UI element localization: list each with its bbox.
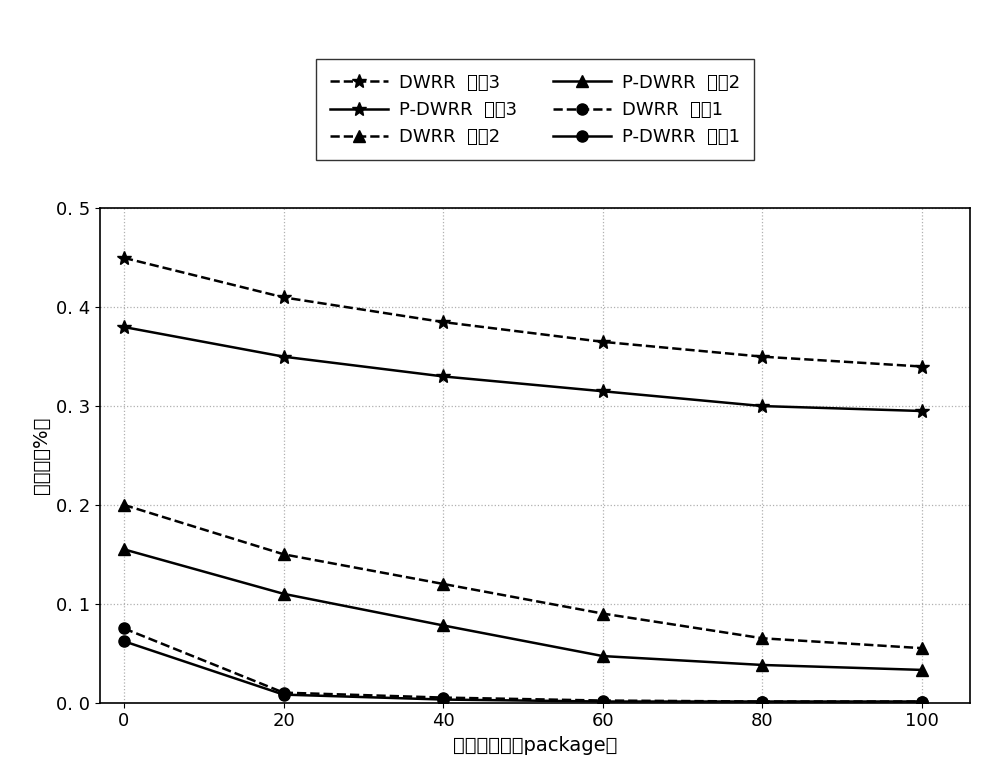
P-DWRR  队劗1: [437, 695, 449, 704]
P-DWRR  队劗2: [437, 621, 449, 630]
DWRR  队劗2: [597, 609, 609, 618]
DWRR  队劗1: [278, 688, 290, 697]
DWRR  队劗1: [118, 624, 130, 633]
Y-axis label: 丢包率（%）: 丢包率（%）: [31, 417, 50, 494]
P-DWRR  队劗3: [756, 401, 768, 411]
P-DWRR  队劗1: [597, 697, 609, 706]
Line: P-DWRR  队劗2: P-DWRR 队劗2: [118, 543, 928, 676]
DWRR  队劗3: [118, 253, 130, 262]
DWRR  队劗3: [916, 362, 928, 371]
P-DWRR  队劗2: [278, 589, 290, 598]
DWRR  队劗3: [597, 337, 609, 347]
Line: DWRR  队劗3: DWRR 队劗3: [117, 251, 929, 374]
P-DWRR  队劗2: [756, 660, 768, 669]
P-DWRR  队劗2: [118, 545, 130, 554]
DWRR  队劗3: [278, 293, 290, 302]
P-DWRR  队劗3: [916, 406, 928, 415]
P-DWRR  队劗2: [916, 665, 928, 675]
P-DWRR  队劗3: [118, 323, 130, 332]
P-DWRR  队劗1: [916, 697, 928, 706]
DWRR  队劗3: [756, 352, 768, 361]
DWRR  队劗1: [597, 696, 609, 705]
DWRR  队劗2: [278, 550, 290, 559]
DWRR  队劗2: [118, 500, 130, 510]
DWRR  队劗1: [756, 697, 768, 706]
P-DWRR  队劗2: [597, 652, 609, 661]
X-axis label: 缓冲区大小（package）: 缓冲区大小（package）: [453, 736, 617, 755]
DWRR  队劗1: [437, 693, 449, 703]
P-DWRR  队劗1: [118, 637, 130, 646]
P-DWRR  队劗3: [597, 387, 609, 396]
DWRR  队劗2: [437, 579, 449, 588]
DWRR  队劗3: [437, 317, 449, 327]
DWRR  队劗2: [756, 634, 768, 643]
Legend: DWRR  队劗3, P-DWRR  队劗3, DWRR  队劗2, P-DWRR  队劗2, DWRR  队劗1, P-DWRR  队劗1: DWRR 队劗3, P-DWRR 队劗3, DWRR 队劗2, P-DWRR 队…: [316, 59, 754, 161]
Line: DWRR  队劗2: DWRR 队劗2: [118, 499, 928, 654]
Line: DWRR  队劗1: DWRR 队劗1: [118, 623, 928, 707]
DWRR  队劗2: [916, 644, 928, 653]
Line: P-DWRR  队劗1: P-DWRR 队劗1: [118, 635, 928, 707]
Line: P-DWRR  队劗3: P-DWRR 队劗3: [117, 320, 929, 418]
P-DWRR  队劗3: [278, 352, 290, 361]
P-DWRR  队劗3: [437, 372, 449, 381]
P-DWRR  队劗1: [756, 697, 768, 706]
P-DWRR  队劗1: [278, 690, 290, 699]
DWRR  队劗1: [916, 697, 928, 706]
